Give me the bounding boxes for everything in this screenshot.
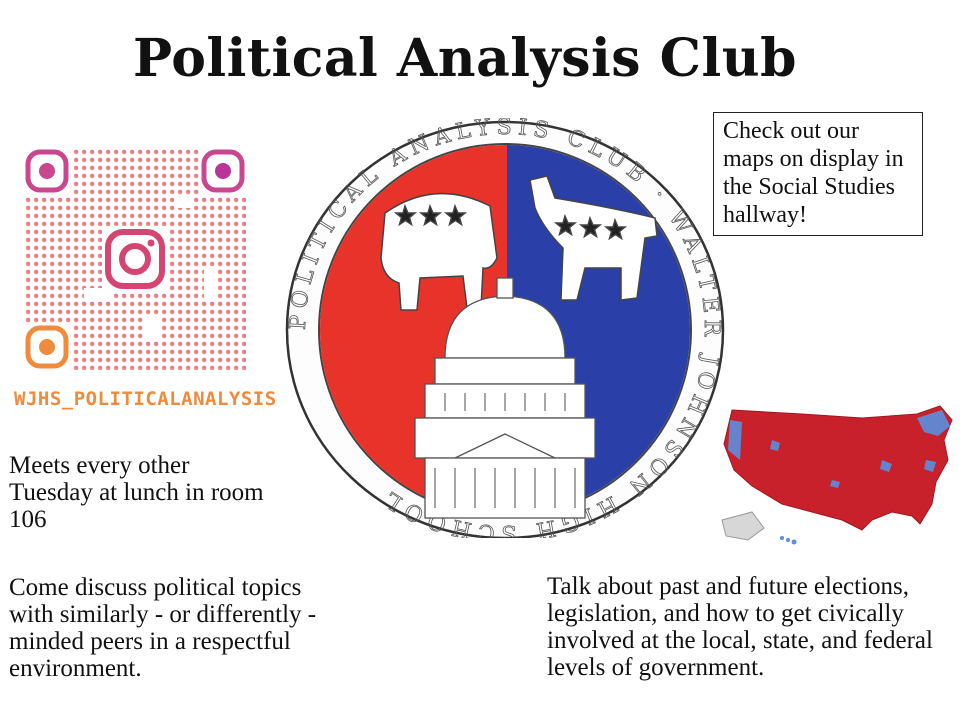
instagram-icon <box>105 229 165 289</box>
club-seal-logo: POLITICAL ANALYSIS CLUB · WALTER JOHNSON… <box>285 118 725 538</box>
us-map-icon <box>721 405 953 545</box>
instagram-handle[interactable]: WJHS_POLITICALANALYSIS <box>14 388 277 410</box>
meeting-info: Meets every other Tuesday at lunch in ro… <box>9 452 264 533</box>
page-title: Political Analysis Club <box>133 28 797 89</box>
capitol-icon <box>414 277 596 519</box>
qr-code-icon[interactable] <box>24 148 246 370</box>
maps-callout: Check out our maps on display in the Soc… <box>713 112 923 236</box>
topics-info: Talk about past and future elections, le… <box>547 573 933 681</box>
elephant-icon <box>380 192 498 311</box>
donkey-icon <box>529 175 658 301</box>
discuss-info: Come discuss political topics with simil… <box>9 574 317 682</box>
